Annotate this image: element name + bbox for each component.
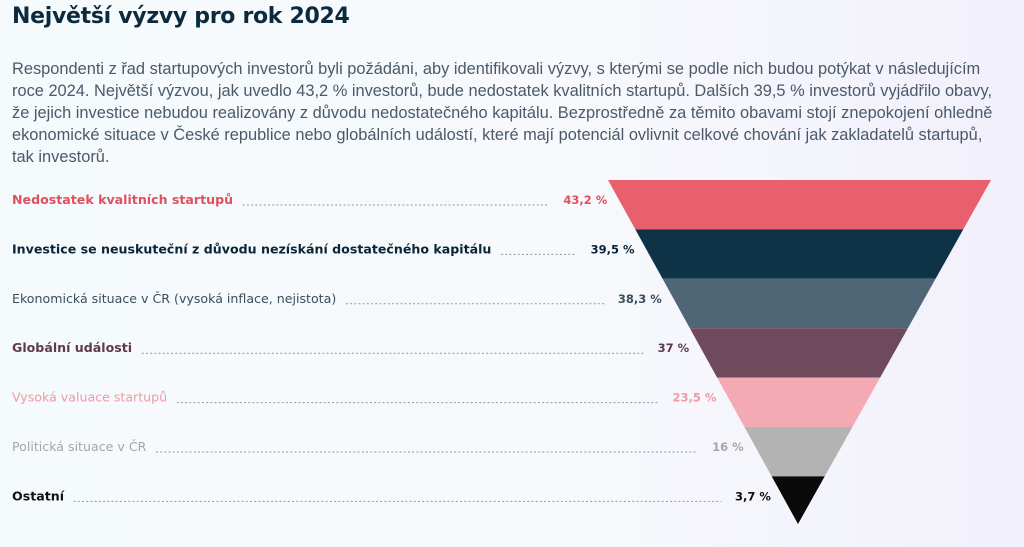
value-label: 37 % <box>658 341 690 355</box>
funnel-segment <box>771 476 825 524</box>
category-label: Politická situace v ČR <box>12 439 147 454</box>
page-title: Největší výzvy pro rok 2024 <box>12 4 350 29</box>
value-label: 16 % <box>712 440 744 454</box>
funnel-segment <box>635 229 964 279</box>
category-label: Ostatní <box>12 488 65 503</box>
category-label: Investice se neuskuteční z důvodu nezísk… <box>12 241 491 256</box>
value-label: 39,5 % <box>591 242 635 256</box>
value-label: 43,2 % <box>563 193 607 207</box>
funnel-segment <box>717 377 881 427</box>
funnel-segment <box>689 328 908 378</box>
category-label: Nedostatek kvalitních startupů <box>12 192 233 207</box>
funnel-segment <box>662 278 936 329</box>
value-label: 3,7 % <box>735 489 771 503</box>
value-label: 23,5 % <box>672 391 716 405</box>
category-label: Globální události <box>12 340 132 355</box>
value-label: 38,3 % <box>618 292 662 306</box>
intro-paragraph: Respondenti z řad startupových investorů… <box>12 60 993 166</box>
funnel-segment <box>608 180 991 230</box>
category-label: Ekonomická situace v ČR (vysoká inflace,… <box>12 291 336 306</box>
funnel-segment <box>744 427 853 477</box>
category-label: Vysoká valuace startupů <box>12 390 167 405</box>
